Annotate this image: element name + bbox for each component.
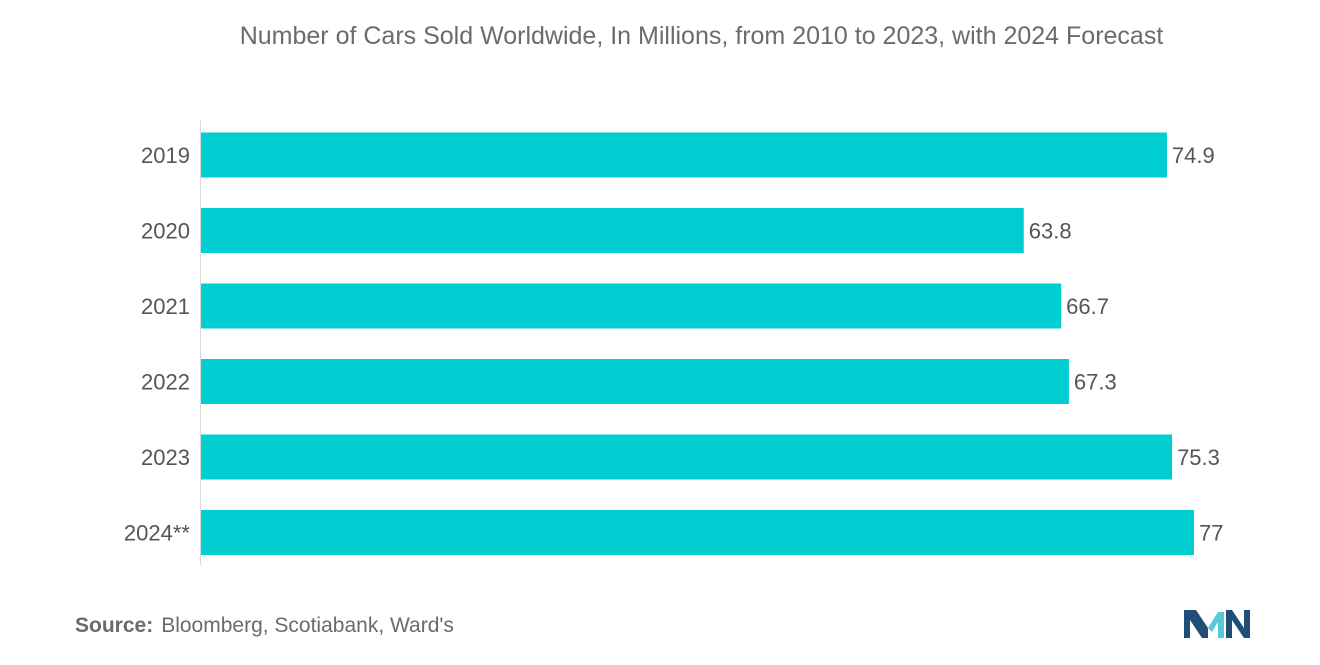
category-label: 2021 (141, 294, 190, 319)
mordor-intelligence-logo-icon (1184, 610, 1250, 638)
source-text: Bloomberg, Scotiabank, Ward's (161, 614, 454, 637)
category-label: 2022 (141, 370, 190, 395)
source-label: Source: (75, 614, 154, 637)
value-label: 75.3 (1177, 445, 1220, 470)
value-label: 77 (1199, 521, 1223, 546)
bar-2019 (201, 132, 1167, 178)
bar-2024 (201, 510, 1194, 555)
bars-group: 2019 74.9 2020 63.8 2021 66.7 2022 67.3 2023 75.3… (124, 132, 1223, 555)
value-label: 66.7 (1066, 294, 1109, 319)
bar-2022 (201, 359, 1069, 404)
value-label: 67.3 (1074, 370, 1117, 395)
value-label: 74.9 (1172, 143, 1215, 168)
bar-2021 (201, 283, 1062, 329)
category-label: 2020 (141, 219, 190, 244)
bar-2020 (201, 208, 1024, 253)
bar-2023 (201, 434, 1173, 480)
category-label: 2024** (124, 521, 191, 546)
value-label: 63.8 (1029, 219, 1072, 244)
bar-chart: 2019 74.9 2020 63.8 2021 66.7 2022 67.3 2023 75.3… (124, 120, 1223, 565)
category-label: 2019 (141, 143, 190, 168)
source-note: Source: Bloomberg, Scotiabank, Ward's (75, 614, 454, 638)
category-label: 2023 (141, 445, 190, 470)
chart-title: Number of Cars Sold Worldwide, In Millio… (239, 22, 1164, 50)
